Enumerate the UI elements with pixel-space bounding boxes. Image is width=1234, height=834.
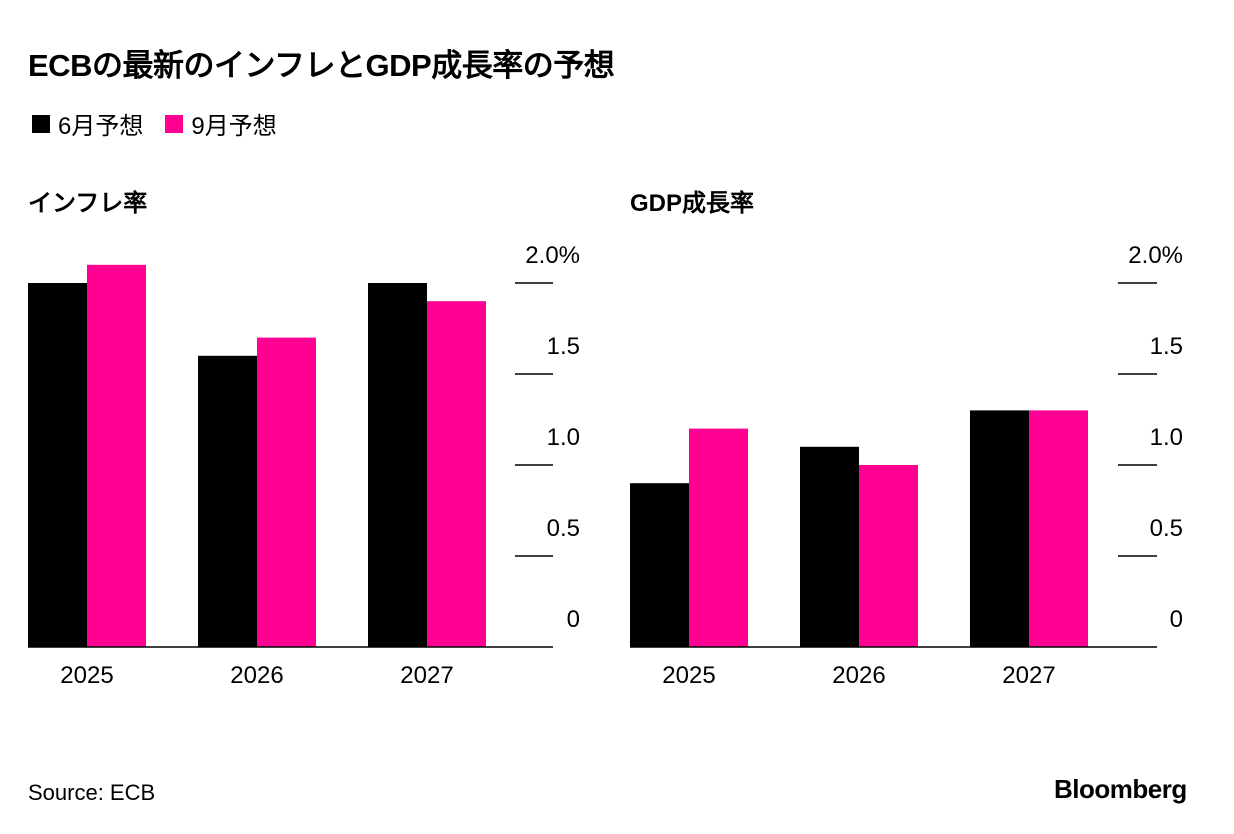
legend-item-june: 6月予想 [32, 106, 143, 141]
source-note: Source: ECB [28, 780, 156, 805]
inflation-subtitle: インフレ率 [28, 190, 148, 217]
y-tick-label: 1.5 [1150, 333, 1183, 360]
y-tick-label: 0 [567, 606, 580, 633]
chart-title: ECBの最新のインフレとGDP成長率の予想 [28, 48, 615, 83]
bar-2025-september [689, 428, 748, 647]
legend: 6月予想 9月予想 [32, 106, 299, 141]
legend-label-june: 6月予想 [58, 113, 144, 140]
bar-2027-september [1029, 410, 1088, 647]
bar-2027-june [368, 283, 427, 647]
legend-item-september: 9月予想 [165, 106, 277, 141]
bar-2027-june [970, 410, 1029, 647]
bloomberg-logo: Bloomberg [1054, 774, 1187, 804]
y-tick-label: 2.0% [1128, 242, 1183, 269]
bar-2025-september [87, 264, 146, 647]
x-tick-label: 2027 [400, 662, 453, 689]
bar-2025-june [28, 283, 87, 647]
y-tick-label: 1.5 [547, 333, 580, 360]
x-tick-label: 2025 [662, 662, 715, 689]
legend-swatch-june [32, 114, 50, 133]
x-tick-label: 2026 [230, 662, 283, 689]
x-tick-label: 2026 [832, 662, 885, 689]
chart-panel-1: 2025 2026 2027 0 0.5 1.0 1.5 2.0% [630, 242, 1183, 689]
legend-swatch-september [165, 114, 184, 133]
x-tick-label: 2027 [1002, 662, 1055, 689]
y-tick-label: 1.0 [1150, 424, 1183, 451]
y-tick-label: 2.0% [525, 242, 580, 269]
bar-2026-september [859, 465, 918, 647]
chart-panel-0: 2025 2026 2027 0 0.5 1.0 1.5 2.0% [28, 242, 580, 689]
legend-label-september: 9月予想 [191, 113, 277, 140]
y-tick-label: 1.0 [547, 424, 580, 451]
x-tick-label: 2025 [60, 662, 113, 689]
bar-2027-september [427, 301, 486, 647]
gdp-subtitle: GDP成長率 [630, 190, 755, 217]
bar-2026-june [800, 446, 859, 647]
y-tick-label: 0.5 [547, 515, 580, 542]
bar-2026-june [198, 355, 257, 647]
y-tick-label: 0 [1170, 606, 1183, 633]
y-tick-label: 0.5 [1150, 515, 1183, 542]
bar-2026-september [257, 337, 316, 647]
bar-2025-june [630, 483, 689, 647]
